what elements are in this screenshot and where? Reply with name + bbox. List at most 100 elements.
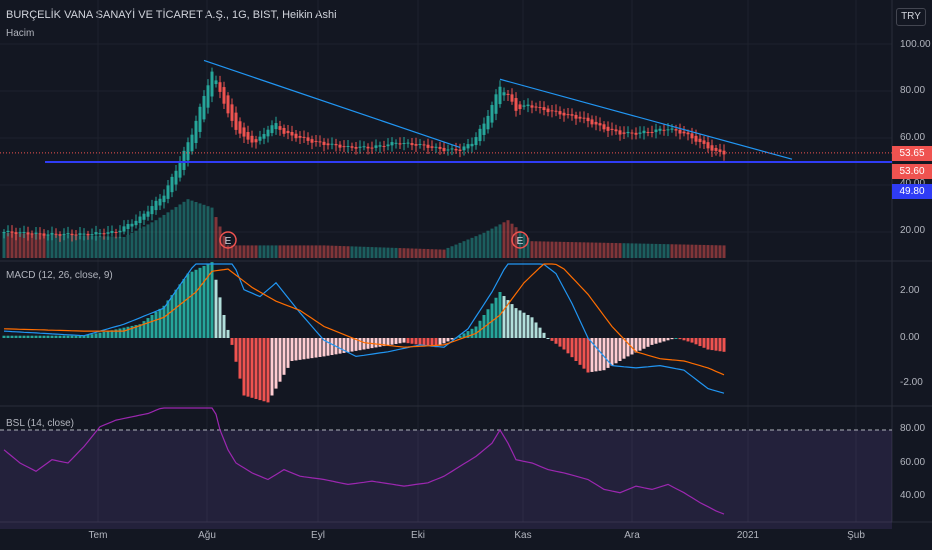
candle-body <box>326 143 330 146</box>
candle-body <box>518 104 522 110</box>
macd-histogram-bar <box>702 338 706 348</box>
volume-bar <box>630 243 634 258</box>
candle-body <box>602 124 606 130</box>
candle-body <box>590 119 594 125</box>
volume-bar <box>30 233 34 258</box>
volume-bar <box>298 245 302 258</box>
volume-bar <box>90 235 94 258</box>
candle-body <box>206 85 210 108</box>
candle-body <box>462 146 466 151</box>
candle-body <box>354 146 358 149</box>
candle-body <box>426 144 430 148</box>
volume-bar <box>614 243 618 258</box>
volume-bar <box>242 245 246 258</box>
volume-bar <box>582 242 586 258</box>
macd-histogram-bar <box>122 327 126 338</box>
macd-histogram-bar <box>222 315 226 338</box>
volume-bar <box>474 236 478 258</box>
volume-bar <box>382 247 386 258</box>
macd-histogram-bar <box>678 338 682 340</box>
candle-body <box>510 94 514 102</box>
macd-line <box>3 263 725 394</box>
candle-body <box>630 132 634 134</box>
volume-bar <box>498 224 502 258</box>
time-tick: Eki <box>411 530 425 541</box>
volume-bar <box>150 222 154 258</box>
macd-histogram-bar <box>578 338 582 365</box>
candle-body <box>358 146 362 148</box>
candle-body <box>266 129 270 137</box>
volume-bar <box>174 207 178 258</box>
volume-bar <box>350 246 354 258</box>
volume-bar <box>210 207 214 258</box>
volume-bar <box>134 230 138 258</box>
volume-bar <box>126 234 130 258</box>
currency-button[interactable]: TRY <box>896 8 926 26</box>
time-tick: Ara <box>624 530 640 541</box>
macd-histogram-bar <box>130 325 134 338</box>
candle-body <box>290 132 294 136</box>
macd-histogram-bar <box>402 338 406 343</box>
macd-histogram-bar <box>142 321 146 338</box>
macd-histogram-bar <box>650 338 654 345</box>
volume-bar <box>586 242 590 258</box>
candle-body <box>150 206 154 215</box>
macd-histogram-bar <box>94 333 98 338</box>
candle-body <box>122 226 126 232</box>
volume-bar <box>702 244 706 258</box>
macd-histogram-bar <box>42 335 46 338</box>
volume-bar <box>294 245 298 258</box>
candle-body <box>562 112 566 116</box>
volume-bar <box>262 245 266 258</box>
macd-histogram-bar <box>458 335 462 338</box>
macd-histogram-bar <box>18 335 22 338</box>
volume-bar <box>710 245 714 258</box>
macd-histogram-bar <box>598 338 602 371</box>
volume-bar <box>466 239 470 258</box>
volume-bar <box>118 236 122 258</box>
macd-histogram-bar <box>510 304 514 338</box>
macd-histogram-bar <box>550 338 554 341</box>
candle-body <box>50 232 54 235</box>
volume-bar <box>86 235 90 258</box>
volume-bar <box>570 242 574 258</box>
candle-body <box>610 128 614 130</box>
volume-bar <box>66 235 70 258</box>
volume-bar <box>598 242 602 258</box>
macd-histogram-bar <box>22 335 26 338</box>
macd-histogram-bar <box>646 338 650 347</box>
volume-bar <box>26 233 30 258</box>
macd-histogram-bar <box>374 338 378 348</box>
macd-histogram-bar <box>338 338 342 354</box>
macd-histogram-bar <box>674 338 678 339</box>
macd-histogram-bar <box>394 338 398 344</box>
macd-histogram-bar <box>562 338 566 350</box>
rsi-line <box>3 407 725 515</box>
macd-histogram-bar <box>238 338 242 379</box>
candle-body <box>346 145 350 147</box>
macd-histogram-bar <box>430 338 434 347</box>
macd-histogram-bar <box>482 315 486 338</box>
volume-bar <box>494 226 498 258</box>
volume-bar <box>658 244 662 258</box>
volume-bar <box>358 246 362 258</box>
macd-histogram-bar <box>2 335 6 338</box>
volume-bar <box>318 245 322 258</box>
volume-bar <box>238 245 242 258</box>
volume-bar <box>482 232 486 258</box>
candle-body <box>310 139 314 143</box>
candle-body <box>154 200 158 211</box>
candle-body <box>422 144 426 146</box>
volume-bar <box>550 241 554 258</box>
volume-bar <box>42 234 46 258</box>
volume-bar <box>526 237 530 258</box>
macd-histogram-bar <box>462 333 466 338</box>
candle-body <box>570 114 574 116</box>
volume-bar <box>198 203 202 258</box>
candle-body <box>146 211 150 217</box>
macd-histogram-bar <box>342 338 346 353</box>
candle-body <box>362 146 366 148</box>
rsi-tick: 80.00 <box>900 423 926 434</box>
candle-body <box>370 147 374 149</box>
